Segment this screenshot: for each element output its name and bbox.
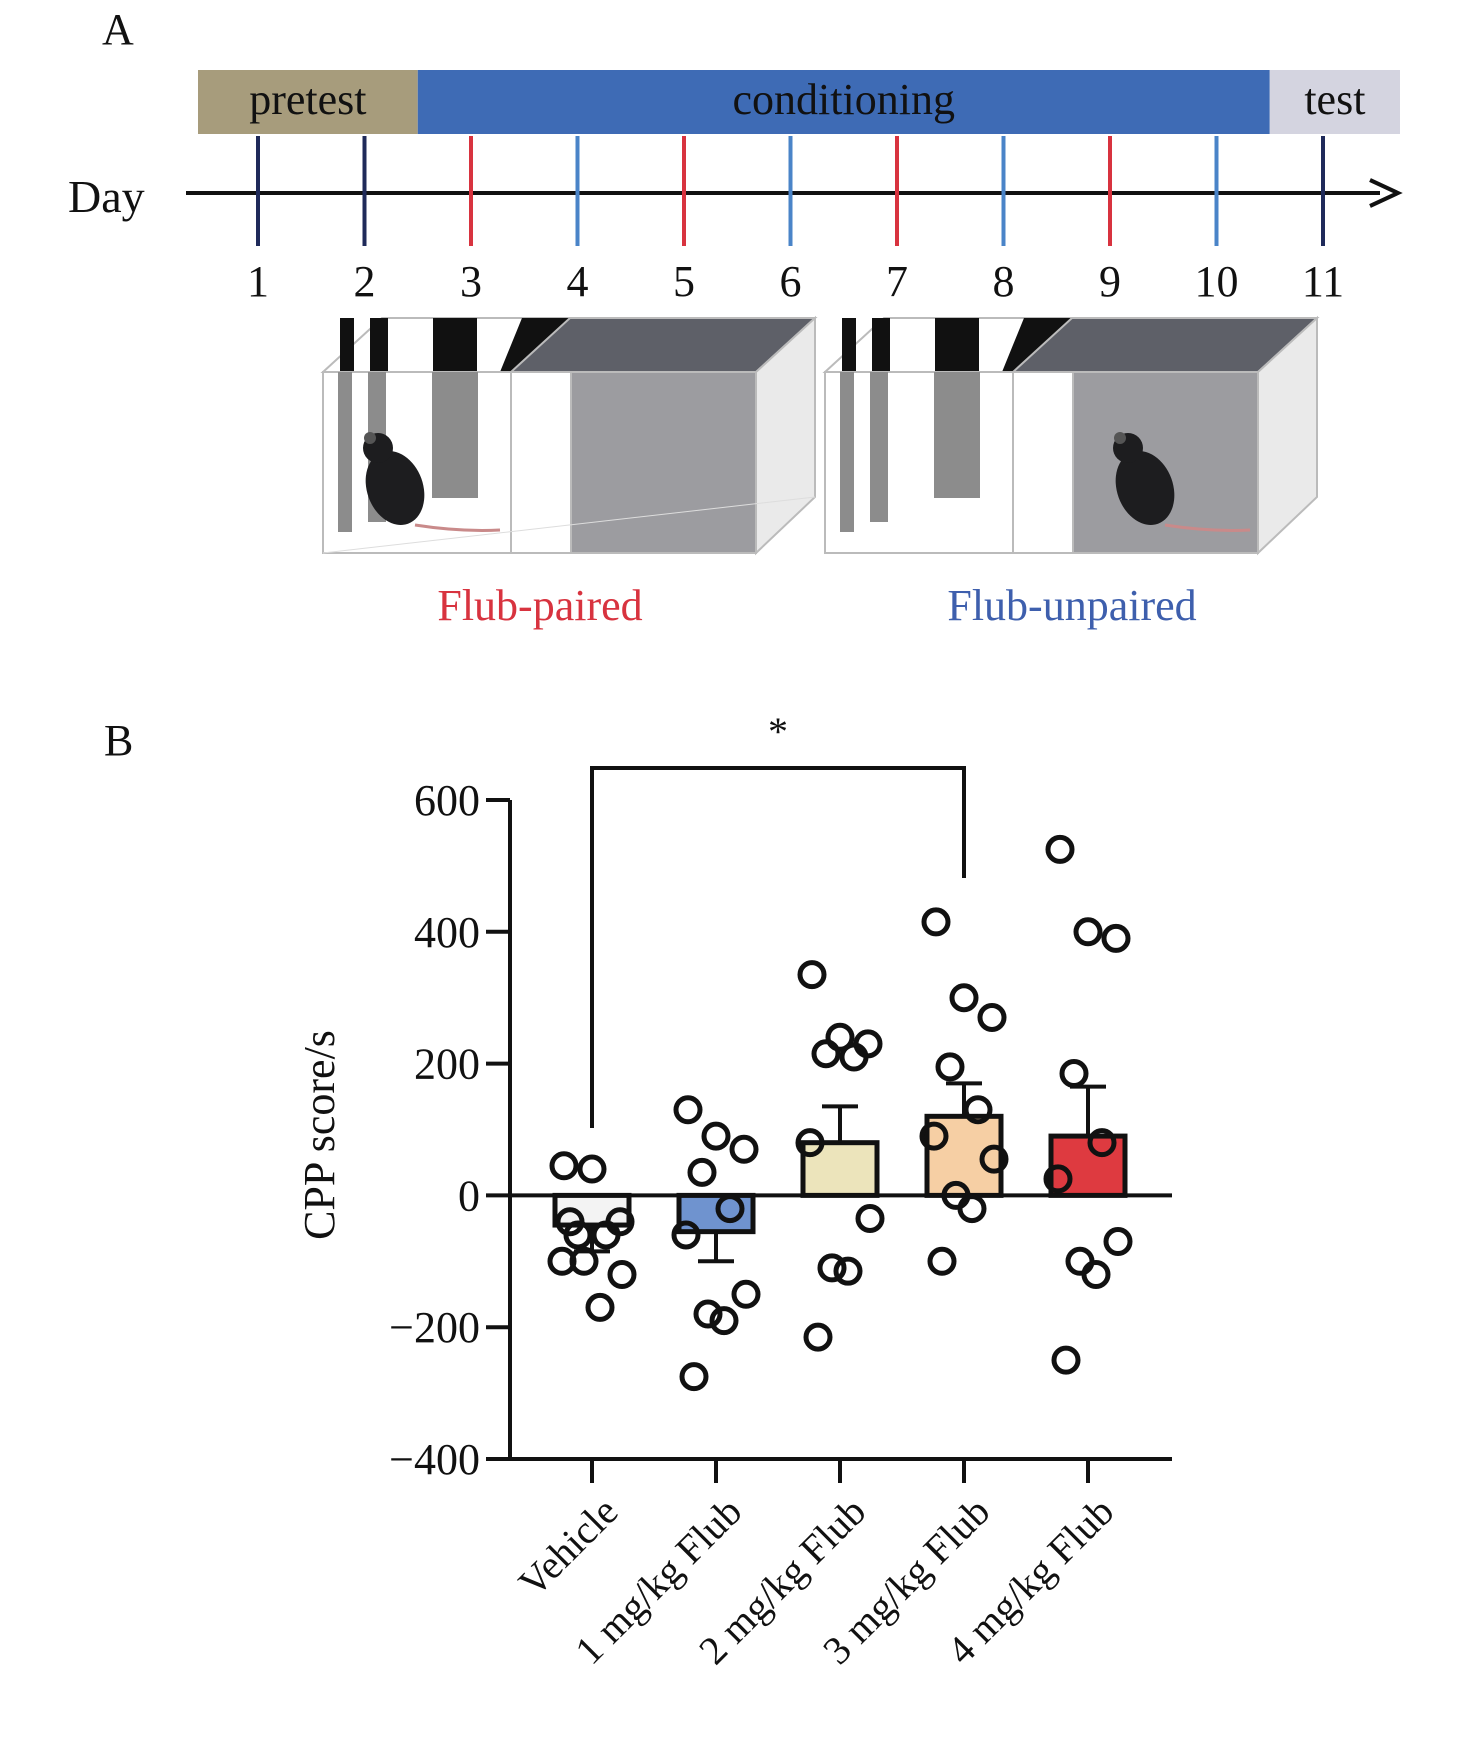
data-point bbox=[731, 1279, 761, 1309]
data-point bbox=[1073, 917, 1103, 947]
day-number-1: 1 bbox=[247, 257, 269, 306]
phase-bar-conditioning bbox=[417, 70, 1270, 134]
data-point bbox=[1087, 1128, 1117, 1158]
data-point bbox=[921, 907, 951, 937]
data-point bbox=[673, 1095, 703, 1125]
data-point bbox=[927, 1246, 957, 1276]
data-point bbox=[709, 1306, 739, 1336]
data-point bbox=[693, 1299, 723, 1329]
data-point bbox=[607, 1259, 637, 1289]
mouse-icon bbox=[363, 432, 501, 532]
data-point bbox=[797, 960, 827, 990]
timeline-label: Day bbox=[68, 171, 145, 222]
data-point bbox=[833, 1256, 863, 1286]
day-number-9: 9 bbox=[1099, 257, 1121, 306]
data-point bbox=[919, 1121, 949, 1151]
cpp-apparatus-unpaired bbox=[822, 315, 1320, 556]
data-point bbox=[585, 1292, 615, 1322]
data-point bbox=[671, 1220, 701, 1250]
data-point bbox=[549, 1151, 579, 1181]
data-point bbox=[977, 1002, 1007, 1032]
data-point bbox=[817, 1253, 847, 1283]
data-point bbox=[591, 1220, 621, 1250]
phase-label-test: test bbox=[1304, 75, 1365, 124]
data-point bbox=[935, 1052, 965, 1082]
data-point bbox=[803, 1322, 833, 1352]
day-number-5: 5 bbox=[673, 257, 695, 306]
data-point bbox=[1051, 1345, 1081, 1375]
data-point bbox=[839, 1042, 869, 1072]
condition-label-unpaired: Flub-unpaired bbox=[947, 581, 1196, 630]
phase-bar-pretest bbox=[198, 70, 418, 134]
data-point bbox=[795, 1128, 825, 1158]
bar-2 bbox=[800, 1140, 880, 1198]
phase-label-pretest: pretest bbox=[249, 75, 366, 124]
condition-label-paired: Flub-paired bbox=[437, 581, 642, 630]
phase-bar-test bbox=[1269, 70, 1400, 134]
y-axis-title: CPP score/s bbox=[295, 1030, 344, 1240]
data-point bbox=[729, 1134, 759, 1164]
data-point bbox=[1081, 1259, 1111, 1289]
day-number-4: 4 bbox=[567, 257, 589, 306]
data-point bbox=[825, 1022, 855, 1052]
mouse-icon bbox=[1113, 432, 1251, 532]
phase-label-conditioning: conditioning bbox=[733, 75, 955, 124]
data-point bbox=[679, 1362, 709, 1392]
day-number-11: 11 bbox=[1302, 257, 1344, 306]
y-tick-label: −200 bbox=[389, 1303, 480, 1352]
y-tick-label: 0 bbox=[458, 1171, 480, 1220]
data-point bbox=[701, 1121, 731, 1151]
data-point bbox=[949, 983, 979, 1013]
y-tick-label: −400 bbox=[389, 1435, 480, 1484]
day-number-6: 6 bbox=[780, 257, 802, 306]
data-point bbox=[963, 1095, 993, 1125]
panel-b-letter: B bbox=[104, 716, 133, 765]
data-point bbox=[979, 1144, 1009, 1174]
cpp-apparatus-paired bbox=[320, 315, 818, 556]
data-point bbox=[957, 1194, 987, 1224]
day-markers: 1 2 3 4 5 6 7 8 9 10 11 bbox=[247, 136, 1344, 306]
significance-bracket bbox=[590, 766, 966, 1128]
panel-a-letter: A bbox=[102, 5, 134, 54]
data-point bbox=[811, 1039, 841, 1069]
data-point bbox=[687, 1157, 717, 1187]
day-number-10: 10 bbox=[1195, 257, 1239, 306]
data-point bbox=[555, 1207, 585, 1237]
y-tick-label: 400 bbox=[414, 908, 480, 957]
x-tick-label: Vehicle bbox=[510, 1489, 627, 1606]
data-point bbox=[1103, 1227, 1133, 1257]
data-point bbox=[577, 1154, 607, 1184]
data-point bbox=[1065, 1246, 1095, 1276]
timeline-arrowhead bbox=[1369, 178, 1403, 208]
data-point bbox=[855, 1203, 885, 1233]
significance-label: * bbox=[768, 709, 788, 754]
data-point bbox=[569, 1246, 599, 1276]
data-point bbox=[1043, 1164, 1073, 1194]
day-number-2: 2 bbox=[354, 257, 376, 306]
data-point bbox=[1101, 923, 1131, 953]
day-number-3: 3 bbox=[460, 257, 482, 306]
day-number-7: 7 bbox=[886, 257, 908, 306]
data-point bbox=[1045, 834, 1075, 864]
data-point bbox=[715, 1194, 745, 1224]
y-tick-label: 200 bbox=[414, 1040, 480, 1089]
day-number-8: 8 bbox=[993, 257, 1015, 306]
y-tick-label: 600 bbox=[414, 776, 480, 825]
phase-bars: pretest conditioning test bbox=[198, 70, 1400, 134]
data-point bbox=[1059, 1058, 1089, 1088]
